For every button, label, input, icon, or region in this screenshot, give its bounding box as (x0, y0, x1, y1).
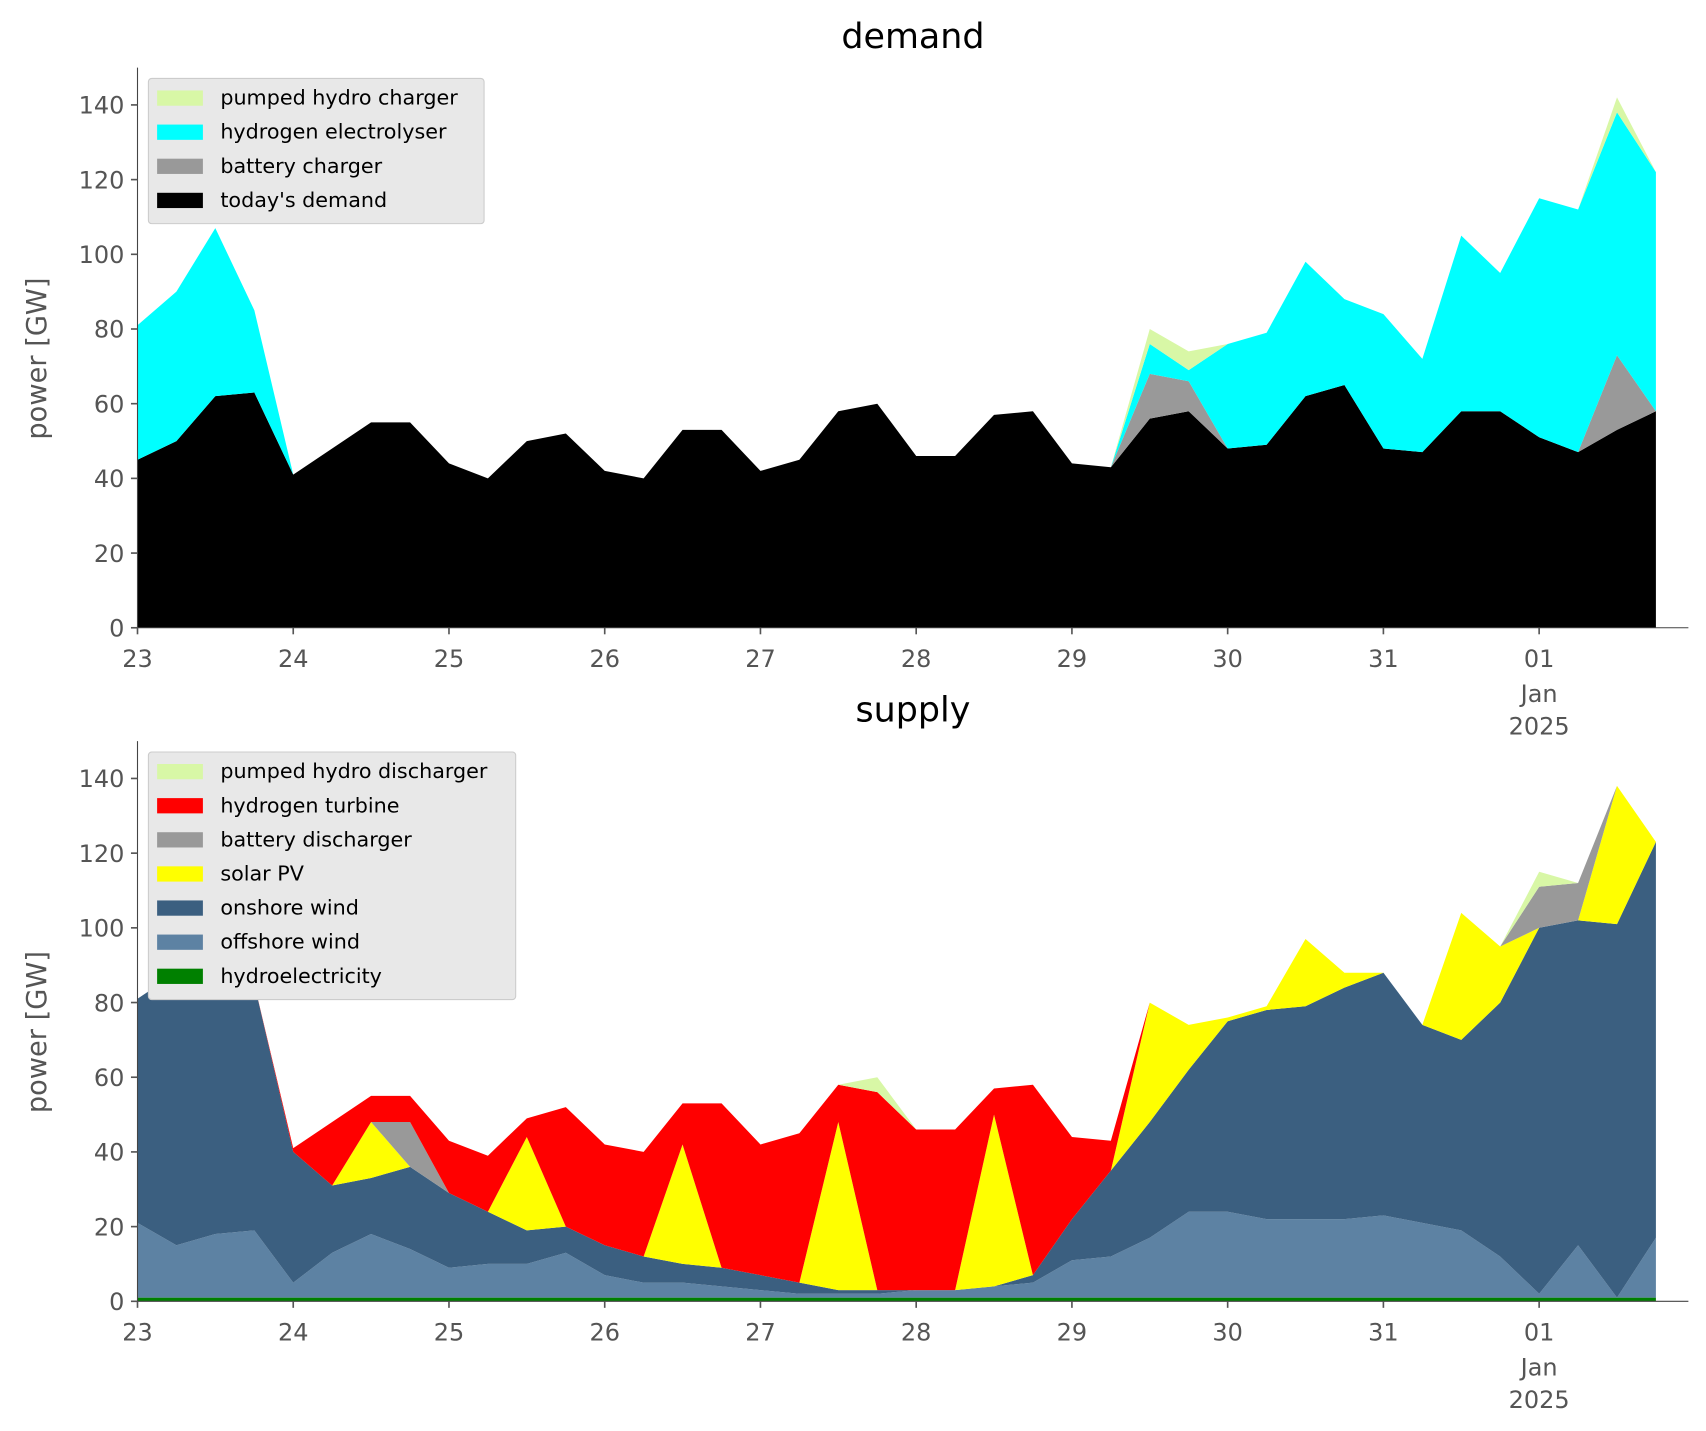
legend-label: onshore wind (220, 896, 359, 920)
legend-label: pumped hydro discharger (220, 759, 488, 783)
y-axis-label: power [GW] (22, 951, 53, 1113)
legend-label: hydroelectricity (220, 964, 382, 988)
y-tick-label: 80 (94, 316, 124, 344)
y-tick-label: 0 (109, 614, 124, 642)
legend-swatch (157, 763, 203, 780)
y-tick-label: 80 (94, 989, 124, 1017)
legend-label: solar PV (220, 862, 304, 886)
x-tick-sublabel: Jan (1519, 680, 1558, 708)
x-tick-label: 26 (589, 1319, 620, 1347)
x-tick-label: 26 (589, 645, 620, 673)
legend-swatch (157, 900, 203, 916)
legend-box (147, 77, 485, 225)
x-tick-label: 25 (434, 1319, 465, 1347)
x-tick-label: 23 (122, 1319, 152, 1347)
y-tick-label: 40 (94, 1139, 124, 1167)
y-tick-label: 60 (94, 390, 124, 418)
x-tick-sublabel: 2025 (1509, 1386, 1570, 1414)
x-tick-label: 27 (745, 1319, 776, 1347)
x-tick-label: 29 (1057, 645, 1088, 673)
x-tick-label: 30 (1212, 1319, 1243, 1347)
area (137, 785, 1656, 1291)
x-tick-label: 01 (1524, 1319, 1555, 1347)
legend-swatch (157, 158, 203, 174)
legend-label: battery discharger (220, 827, 412, 851)
y-tick-label: 120 (79, 840, 125, 868)
area (137, 1297, 1656, 1302)
y-tick-label: 40 (94, 465, 124, 493)
x-tick-label: 29 (1057, 1319, 1088, 1347)
chart-title: supply (856, 691, 971, 731)
area (137, 785, 1656, 1291)
x-tick-sublabel: 2025 (1509, 713, 1570, 741)
area (137, 1211, 1656, 1298)
legend-swatch (157, 192, 203, 209)
x-tick-sublabel: Jan (1519, 1353, 1558, 1381)
y-tick-label: 100 (79, 915, 125, 943)
area (137, 385, 1656, 628)
legend-swatch (157, 934, 203, 950)
legend-swatch (157, 124, 203, 140)
x-tick-label: 24 (278, 645, 309, 673)
legend-label: offshore wind (220, 930, 360, 954)
area (137, 112, 1656, 479)
legend-swatch (157, 968, 203, 984)
x-tick-label: 23 (122, 645, 152, 673)
y-tick-label: 140 (79, 765, 125, 793)
x-tick-label: 30 (1212, 645, 1243, 673)
legend-box (147, 751, 517, 1001)
y-tick-label: 0 (109, 1288, 124, 1316)
x-tick-label: 28 (901, 1319, 932, 1347)
legend-swatch (157, 90, 203, 106)
y-tick-label: 20 (94, 540, 124, 568)
legend-label: pumped hydro charger (220, 86, 458, 110)
legend-label: hydrogen electrolyser (220, 120, 447, 144)
y-tick-label: 100 (79, 241, 125, 269)
x-tick-label: 25 (434, 645, 465, 673)
legend-label: hydrogen turbine (220, 793, 399, 817)
x-tick-label: 01 (1524, 645, 1555, 673)
y-tick-label: 20 (94, 1213, 124, 1241)
y-tick-label: 120 (79, 166, 125, 194)
y-tick-label: 60 (94, 1064, 124, 1092)
legend-label: battery charger (220, 154, 382, 178)
x-tick-label: 27 (745, 645, 776, 673)
x-tick-label: 31 (1368, 1319, 1399, 1347)
x-tick-label: 24 (278, 1319, 309, 1347)
legend-label: today's demand (220, 188, 387, 212)
area (137, 841, 1656, 1298)
legend-swatch (157, 798, 203, 814)
x-tick-label: 28 (901, 645, 932, 673)
y-axis-label: power [GW] (22, 278, 53, 440)
x-tick-label: 31 (1368, 645, 1399, 673)
y-tick-label: 140 (79, 92, 125, 120)
legend-swatch (157, 866, 203, 882)
legend-swatch (157, 832, 203, 848)
chart-title: demand (841, 17, 984, 57)
